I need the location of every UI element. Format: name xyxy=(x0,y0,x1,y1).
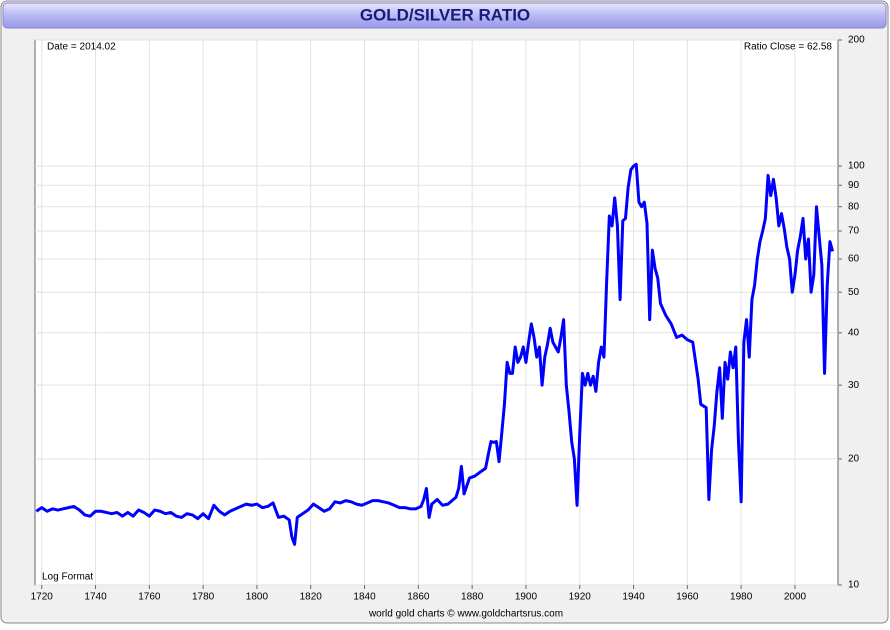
marks xyxy=(35,162,835,546)
y-tick-label: 80 xyxy=(848,201,860,212)
x-tick-label: 1940 xyxy=(622,592,645,603)
y-tick-label: 50 xyxy=(848,287,860,298)
x-tick-label: 1760 xyxy=(138,592,161,603)
plot-area xyxy=(34,39,839,586)
x-tick-label: 2000 xyxy=(784,592,807,603)
y-tick-label: 70 xyxy=(848,226,860,237)
y-tick-label: 20 xyxy=(848,454,860,465)
y-tick-label: 90 xyxy=(848,180,860,191)
title-bar xyxy=(2,2,887,29)
y-tick-label: 100 xyxy=(848,161,865,172)
annotation: Ratio Close = 62.58 xyxy=(744,42,833,53)
x-tick-label: 1840 xyxy=(353,592,376,603)
y-tick-label: 30 xyxy=(848,380,860,391)
x-tick-label: 1860 xyxy=(407,592,430,603)
annotation: Date = 2014.02 xyxy=(47,42,116,53)
chart-title: GOLD/SILVER RATIO xyxy=(360,5,530,24)
x-tick-label: 1900 xyxy=(515,592,538,603)
data-line xyxy=(35,162,835,546)
footer: world gold charts © www.goldchartsrus.co… xyxy=(368,609,563,620)
y-tick-label: 10 xyxy=(848,580,860,591)
x-tick-label: 1740 xyxy=(84,592,107,603)
x-tick-label: 1780 xyxy=(192,592,215,603)
x-tick-label: 1980 xyxy=(730,592,753,603)
x-tick-label: 1960 xyxy=(676,592,699,603)
annotation: Log Format xyxy=(42,572,93,583)
grid xyxy=(35,39,842,589)
y-tick-label: 60 xyxy=(848,254,860,265)
x-tick-label: 1880 xyxy=(461,592,484,603)
x-tick-label: 1820 xyxy=(300,592,323,603)
x-tick-label: 1800 xyxy=(246,592,269,603)
x-tick-label: 1920 xyxy=(569,592,592,603)
x-tick-label: 1720 xyxy=(31,592,54,603)
y-tick-label: 40 xyxy=(848,327,860,338)
y-tick-label: 200 xyxy=(848,35,865,46)
